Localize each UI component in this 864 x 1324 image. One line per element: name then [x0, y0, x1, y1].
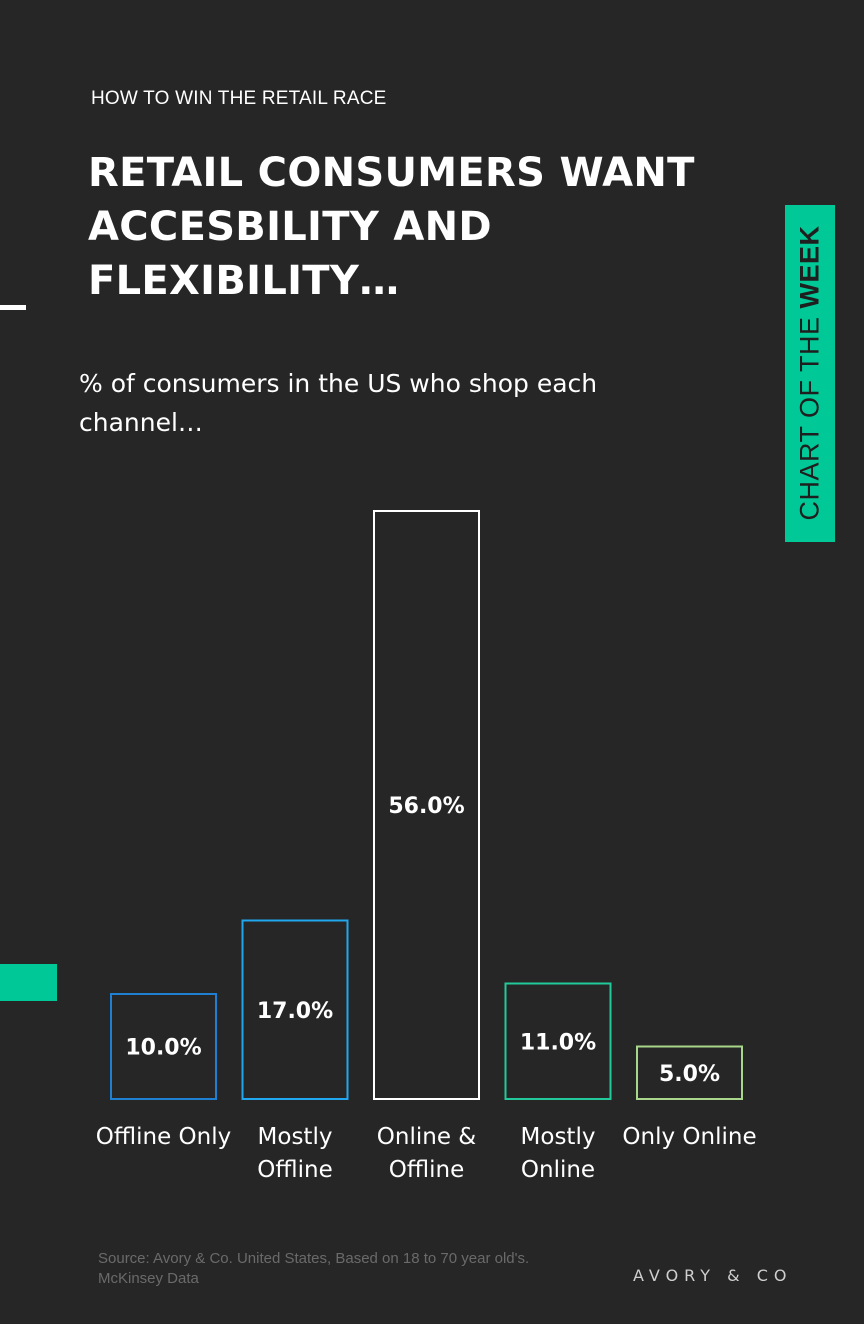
category-label-1: Mostly Offline: [257, 1124, 332, 1183]
page-title: RETAIL CONSUMERS WANT ACCESBILITY AND FL…: [88, 150, 695, 304]
category-label-4: Only Online: [622, 1124, 756, 1150]
category-label-3: Mostly Online: [521, 1124, 596, 1183]
source-note: Source: Avory & Co. United States, Based…: [98, 1250, 530, 1287]
bar-1: [241, 919, 349, 1100]
green-accent-tab: [0, 964, 57, 1001]
bar-4: [636, 1045, 743, 1100]
data-label-4: 5.0%: [659, 1062, 720, 1087]
data-label-0: 10.0%: [125, 1036, 201, 1061]
bar-2: [373, 510, 480, 1100]
category-label-0: Offline Only: [96, 1124, 231, 1150]
bar-0: [110, 993, 217, 1100]
accent-line: [0, 305, 26, 310]
chart-subtitle: % of consumers in the US who shop each c…: [79, 369, 598, 437]
brand-wordmark: AVORY & CO: [633, 1266, 793, 1285]
category-label-2: Online & Offline: [377, 1124, 476, 1183]
chart-of-the-week-badge: CHART OF THE WEEK: [785, 205, 835, 542]
data-label-1: 17.0%: [257, 999, 333, 1024]
header-kicker: HOW TO WIN THE RETAIL RACE: [91, 88, 387, 109]
data-label-3: 11.0%: [520, 1030, 596, 1055]
data-label-2: 56.0%: [388, 794, 464, 819]
bar-3: [504, 982, 612, 1100]
